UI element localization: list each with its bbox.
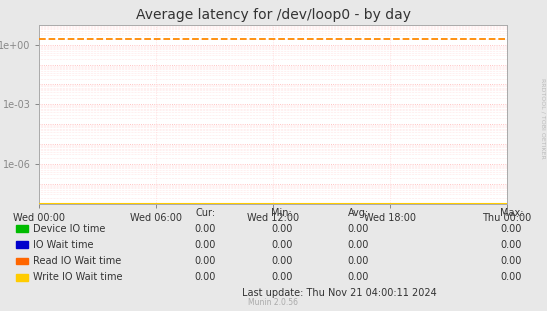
Text: 0.00: 0.00 [271, 240, 293, 250]
Text: Min:: Min: [271, 208, 292, 218]
Text: Munin 2.0.56: Munin 2.0.56 [248, 298, 299, 307]
Text: Max:: Max: [500, 208, 523, 218]
Text: 0.00: 0.00 [194, 240, 216, 250]
Text: 0.00: 0.00 [347, 256, 369, 266]
Text: Avg:: Avg: [348, 208, 369, 218]
Text: 0.00: 0.00 [194, 224, 216, 234]
Text: 0.00: 0.00 [271, 272, 293, 282]
Text: 0.00: 0.00 [347, 224, 369, 234]
Text: 0.00: 0.00 [271, 224, 293, 234]
Text: 0.00: 0.00 [347, 272, 369, 282]
Text: 0.00: 0.00 [194, 256, 216, 266]
Text: Read IO Wait time: Read IO Wait time [33, 256, 121, 266]
Text: 0.00: 0.00 [501, 224, 522, 234]
Text: Write IO Wait time: Write IO Wait time [33, 272, 123, 282]
Text: 0.00: 0.00 [271, 256, 293, 266]
Text: 0.00: 0.00 [347, 240, 369, 250]
Text: RRDTOOL / TOBI OETIKER: RRDTOOL / TOBI OETIKER [541, 78, 546, 159]
Text: Device IO time: Device IO time [33, 224, 105, 234]
Text: 0.00: 0.00 [501, 256, 522, 266]
Text: 0.00: 0.00 [501, 272, 522, 282]
Text: Last update: Thu Nov 21 04:00:11 2024: Last update: Thu Nov 21 04:00:11 2024 [242, 288, 437, 298]
Text: 0.00: 0.00 [501, 240, 522, 250]
Text: Cur:: Cur: [195, 208, 215, 218]
Text: IO Wait time: IO Wait time [33, 240, 94, 250]
Title: Average latency for /dev/loop0 - by day: Average latency for /dev/loop0 - by day [136, 8, 411, 22]
Text: 0.00: 0.00 [194, 272, 216, 282]
